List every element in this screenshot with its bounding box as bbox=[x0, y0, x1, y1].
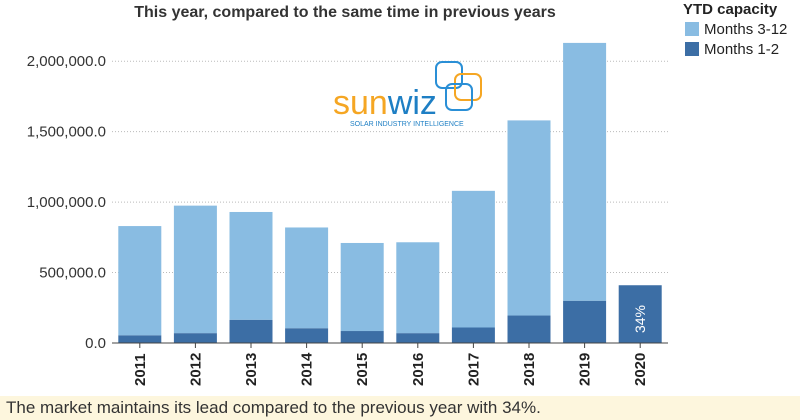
bar-months-1-2-2015 bbox=[340, 331, 384, 343]
y-tick-label: 1,500,000.0 bbox=[27, 124, 106, 141]
legend-label-months-3-12: Months 3-12 bbox=[704, 21, 787, 38]
bar-months-3-12-2015 bbox=[340, 242, 384, 332]
sunwiz-logo: sunwiz SOLAR INDUSTRY INTELLIGENCE bbox=[333, 61, 482, 128]
x-tick-label: 2011 bbox=[132, 353, 149, 386]
bar-months-1-2-2014 bbox=[285, 328, 329, 343]
chart: This year, compared to the same time in … bbox=[27, 1, 788, 386]
logo-text: sunwiz bbox=[333, 84, 437, 122]
caption: The market maintains its lead compared t… bbox=[0, 396, 800, 420]
y-tick-label: 1,000,000.0 bbox=[27, 194, 106, 211]
bar-months-1-2-2012 bbox=[173, 333, 217, 343]
bar-months-1-2-2020 bbox=[618, 285, 662, 343]
annotations: 34% bbox=[632, 305, 648, 333]
x-tick-label: 2018 bbox=[521, 353, 538, 386]
bar-months-3-12-2013 bbox=[229, 211, 273, 320]
bar-months-1-2-2011 bbox=[118, 335, 162, 343]
legend-title: YTD capacity bbox=[683, 1, 778, 18]
x-tick-label: 2014 bbox=[299, 352, 316, 386]
y-tick-label: 2,000,000.0 bbox=[27, 53, 106, 70]
bar-months-3-12-2012 bbox=[173, 205, 217, 334]
y-tick-label: 0.0 bbox=[85, 335, 106, 352]
bars bbox=[118, 42, 662, 343]
bar-months-3-12-2018 bbox=[507, 120, 551, 316]
bar-months-3-12-2014 bbox=[285, 227, 329, 329]
x-tick-label: 2013 bbox=[243, 353, 260, 386]
logo-text-main: wiz bbox=[387, 84, 437, 122]
x-tick-label: 2019 bbox=[577, 353, 594, 386]
legend-swatch-months-3-12 bbox=[685, 22, 699, 36]
bar-months-3-12-2019 bbox=[563, 42, 607, 301]
bar-months-1-2-2013 bbox=[229, 319, 273, 343]
x-tick-label: 2017 bbox=[465, 353, 482, 386]
x-tick-label: 2020 bbox=[632, 353, 649, 386]
bar-annotation: 34% bbox=[632, 305, 648, 333]
chart-title: This year, compared to the same time in … bbox=[134, 4, 556, 21]
legend-swatch-months-1-2 bbox=[685, 42, 699, 56]
bar-months-3-12-2016 bbox=[396, 242, 440, 334]
x-axis: 2011 2012 2013 2014 2015 2016 2017 2018 2019 2020 bbox=[132, 343, 649, 386]
legend-label-months-1-2: Months 1-2 bbox=[704, 41, 779, 58]
logo-tagline: SOLAR INDUSTRY INTELLIGENCE bbox=[350, 121, 464, 128]
bar-months-3-12-2011 bbox=[118, 226, 162, 336]
bar-months-3-12-2017 bbox=[451, 190, 495, 328]
y-axis: 0.0 500,000.0 1,000,000.0 1,500,000.0 2,000,… bbox=[27, 53, 106, 352]
bar-months-1-2-2016 bbox=[396, 333, 440, 343]
legend: YTD capacity Months 3-12 Months 1-2 bbox=[683, 1, 787, 58]
x-tick-label: 2012 bbox=[187, 353, 204, 386]
x-tick-label: 2015 bbox=[354, 353, 371, 386]
bar-months-1-2-2018 bbox=[507, 315, 551, 343]
x-tick-label: 2016 bbox=[410, 353, 427, 386]
bar-months-1-2-2019 bbox=[563, 300, 607, 343]
logo-squares-icon bbox=[435, 61, 482, 111]
logo-text-accent: sun bbox=[333, 84, 388, 122]
y-tick-label: 500,000.0 bbox=[39, 265, 106, 282]
bar-months-1-2-2017 bbox=[451, 327, 495, 343]
